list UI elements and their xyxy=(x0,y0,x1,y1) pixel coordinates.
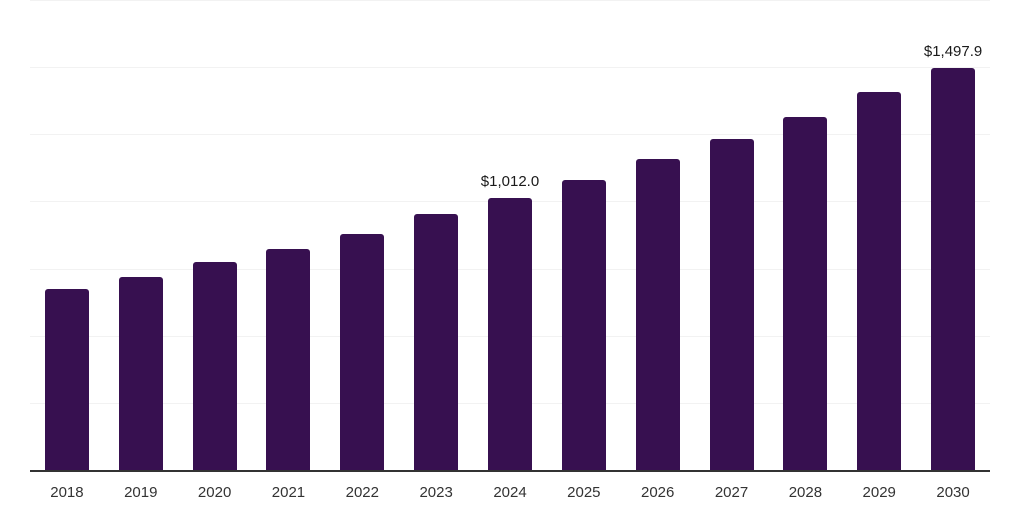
x-tick-label-2024: 2024 xyxy=(493,484,527,501)
gridline-1750 xyxy=(30,0,990,1)
x-tick-label-2025: 2025 xyxy=(567,484,601,501)
x-tick-label-2028: 2028 xyxy=(788,484,823,501)
bar-2022 xyxy=(340,233,385,470)
bar-2030 xyxy=(931,67,976,470)
bar-value-label-2030: $1,497.9 xyxy=(923,42,983,60)
x-tick-label-2029: 2029 xyxy=(862,484,896,501)
gridline-1250 xyxy=(30,134,990,136)
bar-2024 xyxy=(488,198,532,470)
bar-2021 xyxy=(266,249,311,470)
x-tick-label-2020: 2020 xyxy=(197,484,232,501)
bar-2018 xyxy=(44,288,89,470)
bar-2023 xyxy=(414,214,459,470)
x-tick-label-2021: 2021 xyxy=(271,484,306,501)
x-tick-label-2022: 2022 xyxy=(345,484,379,501)
bar-2025 xyxy=(561,179,606,470)
plot-area: $1,012.0 $1,497.9 xyxy=(30,0,990,470)
x-tick-label-2026: 2026 xyxy=(641,484,675,501)
bar-2028 xyxy=(783,116,828,470)
x-tick-label-2018: 2018 xyxy=(50,484,84,501)
bar-2029 xyxy=(857,92,902,470)
bar-value-label-2024: $1,012.0 xyxy=(480,173,540,191)
x-axis-line xyxy=(30,470,990,472)
bar-2027 xyxy=(709,138,754,470)
bar-2026 xyxy=(635,158,680,470)
x-tick-label-2027: 2027 xyxy=(714,484,749,501)
x-tick-label-2019: 2019 xyxy=(124,484,158,501)
bar-2020 xyxy=(192,262,237,470)
x-tick-label-2030: 2030 xyxy=(936,484,970,501)
gridline-1500 xyxy=(30,67,990,69)
bar-2019 xyxy=(118,276,163,470)
x-tick-label-2023: 2023 xyxy=(419,484,453,501)
